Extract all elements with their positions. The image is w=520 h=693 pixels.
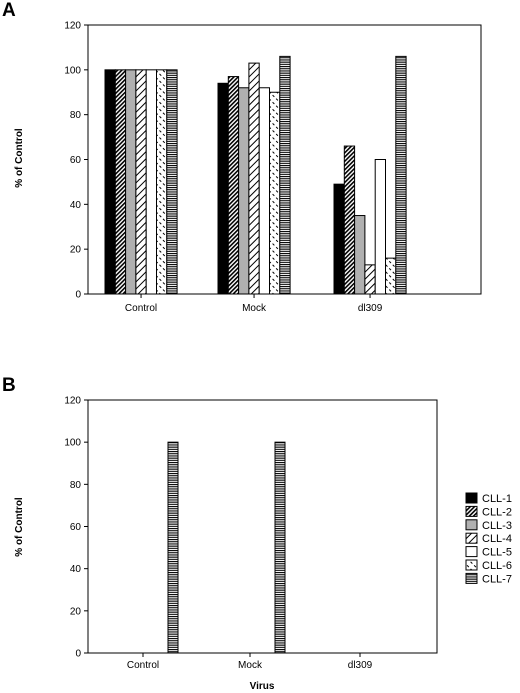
legend-label: CLL-6	[482, 560, 512, 572]
panel-b-chart: B 0 20 40 60 80 100 120 Control Mock dl309 % of …	[2, 375, 438, 692]
bar-cll-7-mock	[274, 441, 286, 654]
legend-item-cll-3: CLL-3	[465, 519, 512, 532]
y-tick-label: 0	[75, 649, 81, 660]
bar-cll-2-dl309	[343, 145, 356, 295]
bar-cll-2-mock	[227, 76, 240, 295]
y-tick-label: 120	[64, 21, 81, 32]
y-tick-label: 60	[70, 155, 82, 166]
legend-swatch	[465, 572, 478, 584]
bar-cll-1-dl309	[333, 183, 345, 295]
y-tick-label: 80	[70, 480, 82, 491]
panel-b-letter: B	[2, 375, 16, 396]
bar-cll-7-mock	[279, 55, 291, 295]
panel-b-x-axis: Control Mock dl309	[127, 653, 373, 671]
panel-a-bars	[104, 55, 407, 295]
bar-cll-3-dl309	[354, 215, 366, 295]
bar-cll-7-control	[167, 441, 179, 654]
bar-cll-3-control	[125, 69, 137, 295]
y-tick-label: 0	[75, 290, 81, 301]
legend-label: CLL-4	[482, 533, 512, 545]
panel-a-y-axis: 0 20 40 60 80 100 120	[64, 21, 88, 301]
bar-cll-7-control	[166, 69, 178, 295]
legend-item-cll-4: CLL-4	[465, 532, 512, 545]
panel-b-bars	[167, 441, 286, 654]
legend-item-cll-2: CLL-2	[465, 505, 512, 518]
y-tick-label: 100	[64, 65, 81, 76]
panel-a-y-axis-label: % of Control	[14, 128, 25, 188]
bar-cll-3-mock	[238, 87, 250, 295]
bar-cll-4-dl309	[364, 264, 376, 295]
bar-cll-6-mock	[269, 91, 281, 295]
panel-b-plot-frame	[87, 399, 438, 654]
bar-cll-6-control	[156, 69, 168, 295]
panel-b-x-axis-label: Virus	[250, 681, 275, 692]
panel-a-letter: A	[2, 0, 16, 21]
legend-item-cll-6: CLL-6	[465, 559, 512, 572]
x-tick-label-control: Control	[125, 303, 157, 314]
panel-b-y-axis: 0 20 40 60 80 100 120	[64, 396, 88, 660]
legend-swatch	[465, 505, 478, 517]
bar-cll-1-control	[104, 69, 116, 295]
y-tick-label: 20	[70, 245, 82, 256]
bar-cll-4-mock	[248, 62, 260, 295]
bar-cll-5-control	[145, 69, 157, 295]
legend-label: CLL-2	[482, 506, 512, 518]
bar-cll-2-control	[114, 69, 127, 295]
legend-swatch	[465, 559, 478, 571]
bar-cll-5-mock	[258, 87, 271, 295]
legend-swatch	[465, 492, 478, 504]
y-tick-label: 40	[70, 200, 82, 211]
bar-cll-5-dl309	[374, 159, 387, 295]
x-tick-label-control: Control	[127, 660, 159, 671]
legend-label: CLL-1	[482, 493, 512, 505]
y-tick-label: 120	[64, 396, 81, 407]
x-tick-label-mock: Mock	[238, 660, 263, 671]
legend-label: CLL-7	[482, 573, 512, 585]
bar-cll-1-mock	[217, 82, 229, 295]
x-tick-label-dl309: dl309	[348, 660, 373, 671]
legend-swatch	[465, 519, 478, 531]
x-tick-label-mock: Mock	[242, 303, 267, 314]
legend-label: CLL-3	[482, 520, 512, 532]
legend-item-cll-1: CLL-1	[465, 492, 512, 505]
bar-cll-7-dl309	[395, 55, 407, 295]
y-tick-label: 40	[70, 564, 82, 575]
panel-a-x-axis: Control Mock dl309	[125, 294, 383, 314]
bar-cll-4-control	[135, 69, 147, 295]
y-tick-label: 60	[70, 522, 82, 533]
legend-swatch	[465, 532, 478, 544]
y-tick-label: 20	[70, 606, 82, 617]
bar-cll-6-dl309	[385, 257, 397, 295]
x-tick-label-dl309: dl309	[358, 303, 383, 314]
legend-item-cll-5: CLL-5	[465, 546, 512, 559]
legend-label: CLL-5	[482, 547, 512, 559]
y-tick-label: 80	[70, 110, 82, 121]
legend-item-cll-7: CLL-7	[465, 572, 512, 585]
legend-swatch	[465, 546, 478, 558]
y-tick-label: 100	[64, 438, 81, 449]
panel-b-y-axis-label: % of Control	[14, 497, 25, 557]
panel-a-chart: A 0 20 40 60 80 100 120 Control Mock dl309 % of …	[2, 0, 482, 314]
